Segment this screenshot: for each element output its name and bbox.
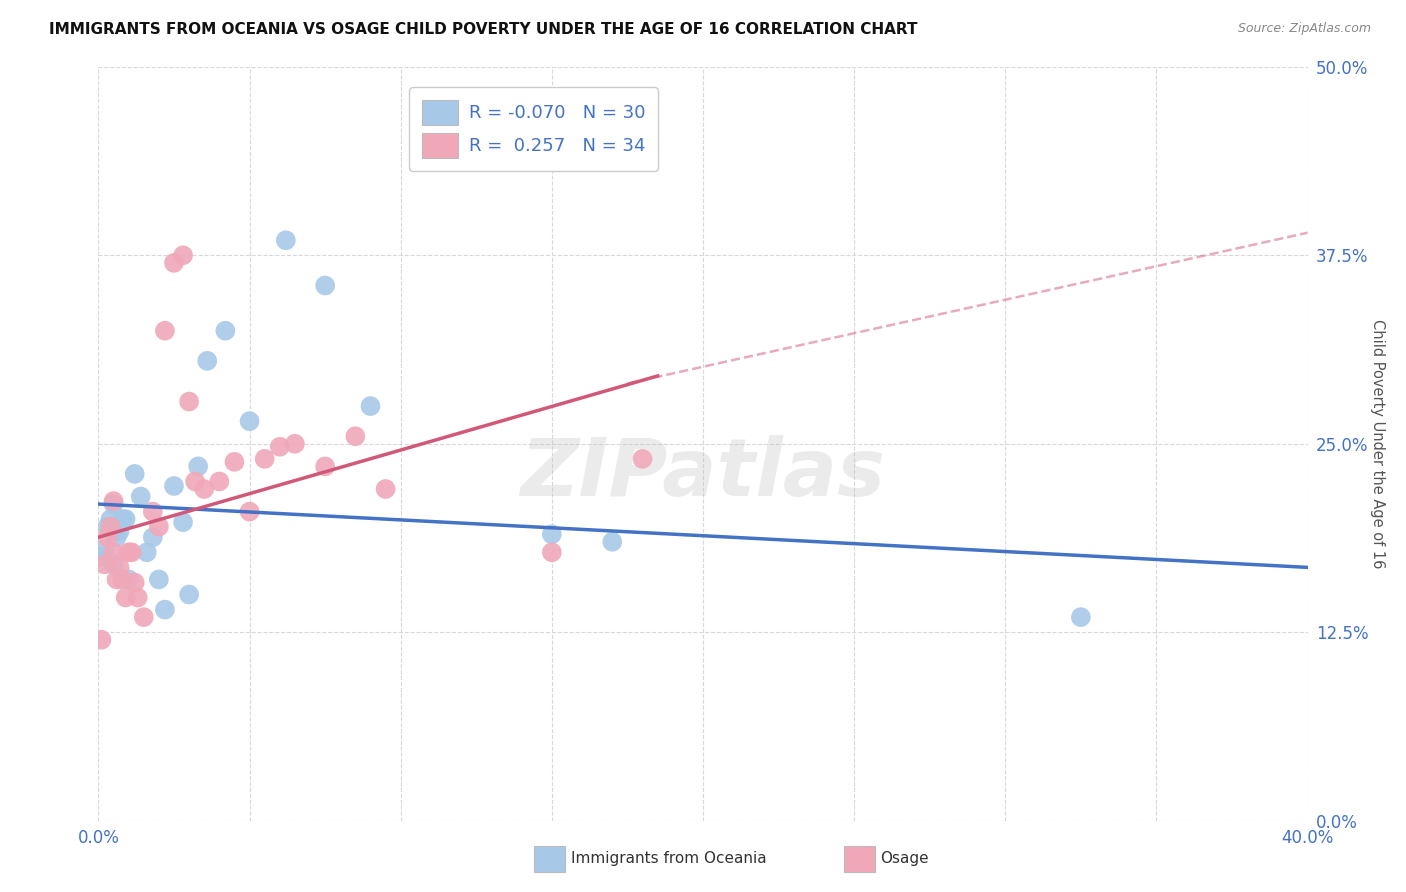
- Point: [274, 233, 297, 247]
- Point: [103, 545, 125, 559]
- Point: [129, 490, 152, 504]
- Point: [195, 354, 218, 368]
- Point: [93, 558, 115, 572]
- Point: [105, 530, 128, 544]
- Point: [163, 256, 186, 270]
- Point: [108, 524, 131, 539]
- Point: [118, 573, 141, 587]
- Point: [124, 575, 146, 590]
- Point: [184, 475, 207, 489]
- Point: [93, 542, 115, 557]
- Point: [374, 482, 396, 496]
- Point: [96, 530, 118, 544]
- Point: [111, 512, 134, 526]
- Text: ZIPatlas: ZIPatlas: [520, 435, 886, 513]
- Legend: R = -0.070   N = 30, R =  0.257   N = 34: R = -0.070 N = 30, R = 0.257 N = 34: [409, 87, 658, 171]
- Point: [111, 573, 134, 587]
- Point: [239, 414, 262, 428]
- Point: [148, 573, 170, 587]
- Point: [153, 602, 176, 616]
- Text: IMMIGRANTS FROM OCEANIA VS OSAGE CHILD POVERTY UNDER THE AGE OF 16 CORRELATION C: IMMIGRANTS FROM OCEANIA VS OSAGE CHILD P…: [49, 22, 918, 37]
- Point: [124, 467, 146, 481]
- Point: [148, 519, 170, 533]
- Point: [314, 459, 336, 474]
- Point: [1070, 610, 1092, 624]
- Point: [344, 429, 367, 443]
- Point: [153, 324, 176, 338]
- Point: [540, 527, 562, 541]
- Point: [163, 479, 186, 493]
- Point: [96, 519, 118, 533]
- Point: [239, 505, 262, 519]
- Point: [314, 278, 336, 293]
- Point: [100, 512, 122, 526]
- Point: [103, 494, 125, 508]
- Point: [179, 394, 201, 409]
- Point: [132, 610, 155, 624]
- Point: [103, 558, 125, 572]
- Point: [193, 482, 215, 496]
- Point: [360, 399, 382, 413]
- Point: [172, 515, 194, 529]
- Point: [114, 591, 136, 605]
- Point: [103, 497, 125, 511]
- Point: [208, 475, 231, 489]
- Point: [187, 459, 209, 474]
- Point: [602, 534, 624, 549]
- Point: [118, 545, 141, 559]
- Point: [142, 530, 165, 544]
- Point: [179, 588, 201, 602]
- Point: [90, 632, 112, 647]
- Point: [127, 591, 149, 605]
- Text: Immigrants from Oceania: Immigrants from Oceania: [571, 852, 766, 866]
- Point: [121, 545, 143, 559]
- Point: [224, 455, 246, 469]
- Point: [631, 451, 654, 466]
- Point: [100, 519, 122, 533]
- Point: [269, 440, 291, 454]
- Text: Source: ZipAtlas.com: Source: ZipAtlas.com: [1237, 22, 1371, 36]
- Point: [142, 505, 165, 519]
- Point: [90, 549, 112, 564]
- Point: [284, 437, 307, 451]
- Point: [114, 512, 136, 526]
- Point: [214, 324, 236, 338]
- Point: [540, 545, 562, 559]
- Point: [105, 573, 128, 587]
- Point: [108, 560, 131, 574]
- Text: Osage: Osage: [880, 852, 929, 866]
- Point: [172, 248, 194, 262]
- Point: [253, 451, 276, 466]
- Y-axis label: Child Poverty Under the Age of 16: Child Poverty Under the Age of 16: [1371, 319, 1385, 568]
- Point: [135, 545, 157, 559]
